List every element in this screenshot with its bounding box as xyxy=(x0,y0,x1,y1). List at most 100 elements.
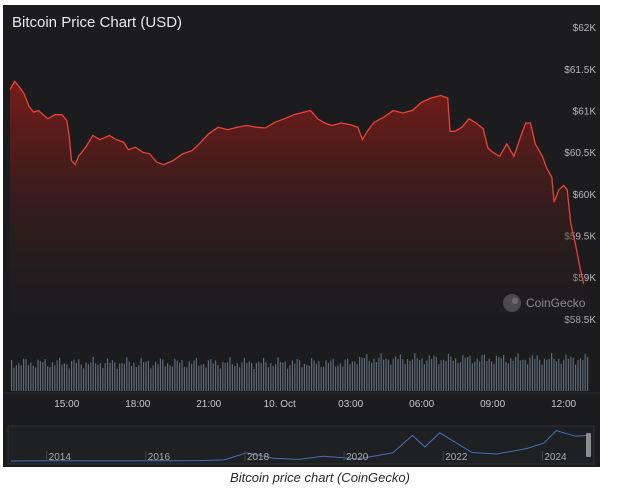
volume-bar xyxy=(476,358,478,391)
volume-bar xyxy=(164,366,166,391)
volume-bar xyxy=(227,362,229,391)
navigator-handle[interactable] xyxy=(586,433,591,457)
volume-bar xyxy=(20,365,22,391)
volume-bar xyxy=(155,361,157,391)
volume-bar xyxy=(311,358,313,391)
volume-bar xyxy=(90,362,92,391)
volume-bar xyxy=(431,359,433,391)
volume-bar xyxy=(344,359,346,391)
volume-bar xyxy=(159,358,161,391)
volume-bar xyxy=(512,360,514,391)
volume-bar xyxy=(123,363,125,391)
volume-bar xyxy=(553,358,555,391)
volume-bar xyxy=(373,358,375,391)
x-tick-label: 10. Oct xyxy=(264,399,296,410)
volume-bar xyxy=(275,364,277,391)
volume-bar xyxy=(267,367,269,391)
x-tick-label: 15:00 xyxy=(54,399,79,410)
volume-bar xyxy=(447,353,449,391)
volume-bar xyxy=(229,357,231,391)
volume-bar xyxy=(143,362,145,391)
volume-bar xyxy=(241,362,243,391)
volume-bar xyxy=(414,353,416,391)
volume-bar xyxy=(582,360,584,391)
volume-bar xyxy=(263,357,265,391)
volume-bar xyxy=(409,361,411,391)
volume-bar xyxy=(215,360,217,391)
volume-bar xyxy=(51,362,53,391)
volume-bar xyxy=(567,358,569,391)
volume-bar xyxy=(200,364,202,391)
volume-bar xyxy=(335,366,337,391)
volume-bar xyxy=(467,357,469,391)
volume-bar xyxy=(73,359,75,391)
navigator-tick-label: 2018 xyxy=(247,452,270,463)
volume-bar xyxy=(435,357,437,391)
figure-caption: Bitcoin price chart (CoinGecko) xyxy=(230,470,410,485)
volume-bar xyxy=(462,355,464,391)
volume-bar xyxy=(483,354,485,391)
volume-bar xyxy=(186,367,188,391)
volume-bar xyxy=(265,362,267,391)
volume-bar xyxy=(397,358,399,391)
volume-bar xyxy=(577,360,579,391)
volume-bar xyxy=(565,354,567,391)
volume-bar xyxy=(339,363,341,391)
volume-bar xyxy=(85,362,87,391)
volume-bar xyxy=(277,357,279,391)
volume-bar xyxy=(171,366,173,391)
volume-bar xyxy=(42,362,44,391)
volume-bar xyxy=(433,355,435,391)
volume-bar xyxy=(111,360,113,391)
volume-bar xyxy=(495,356,497,391)
volume-bar xyxy=(551,353,553,391)
volume-bar xyxy=(193,360,195,391)
x-tick-label: 21:00 xyxy=(196,399,221,410)
price-chart: $62K$61.5K$61K$60.5K$60K$59.5K$59K$58.5K… xyxy=(3,23,600,465)
volume-bar xyxy=(27,365,29,391)
volume-bar xyxy=(457,363,459,391)
volume-bar xyxy=(452,360,454,391)
volume-bar xyxy=(491,361,493,391)
volume-bar xyxy=(402,359,404,391)
volume-bar xyxy=(222,361,224,391)
coingecko-watermark: CoinGecko xyxy=(503,294,586,312)
volume-bar xyxy=(587,356,589,391)
chart-panel: $62K$61.5K$61K$60.5K$60K$59.5K$59K$58.5K… xyxy=(3,5,600,467)
volume-bar xyxy=(303,363,305,391)
volume-bar xyxy=(546,359,548,391)
volume-bar xyxy=(97,364,99,391)
volume-bar xyxy=(18,362,20,391)
volume-bar xyxy=(342,366,344,391)
volume-bar xyxy=(83,368,85,391)
volume-bar xyxy=(246,363,248,391)
volume-bar xyxy=(145,361,147,391)
volume-bar xyxy=(375,362,377,391)
volume-bar xyxy=(169,365,171,391)
volume-bar xyxy=(188,361,190,391)
x-tick-label: 12:00 xyxy=(551,399,576,410)
volume-bar xyxy=(531,355,533,391)
volume-bar xyxy=(419,360,421,391)
volume-bar xyxy=(541,364,543,391)
volume-bar xyxy=(63,363,65,391)
volume-bar xyxy=(359,357,361,391)
volume-bar xyxy=(459,362,461,391)
volume-bar xyxy=(570,356,572,391)
volume-bar xyxy=(44,359,46,391)
volume-bar xyxy=(37,359,39,391)
volume-bar xyxy=(66,364,68,391)
volume-bar xyxy=(426,360,428,391)
volume-bar xyxy=(332,358,334,391)
volume-bar xyxy=(80,364,82,391)
volume-bar xyxy=(210,359,212,391)
volume-bar xyxy=(392,358,394,391)
chart-title: Bitcoin Price Chart (USD) xyxy=(12,14,183,31)
volume-bar xyxy=(270,363,272,391)
volume-bar xyxy=(493,363,495,391)
volume-bar xyxy=(231,364,233,391)
volume-bar xyxy=(479,361,481,391)
volume-bar xyxy=(71,361,73,391)
volume-bar xyxy=(119,363,121,391)
volume-bar xyxy=(325,360,327,391)
